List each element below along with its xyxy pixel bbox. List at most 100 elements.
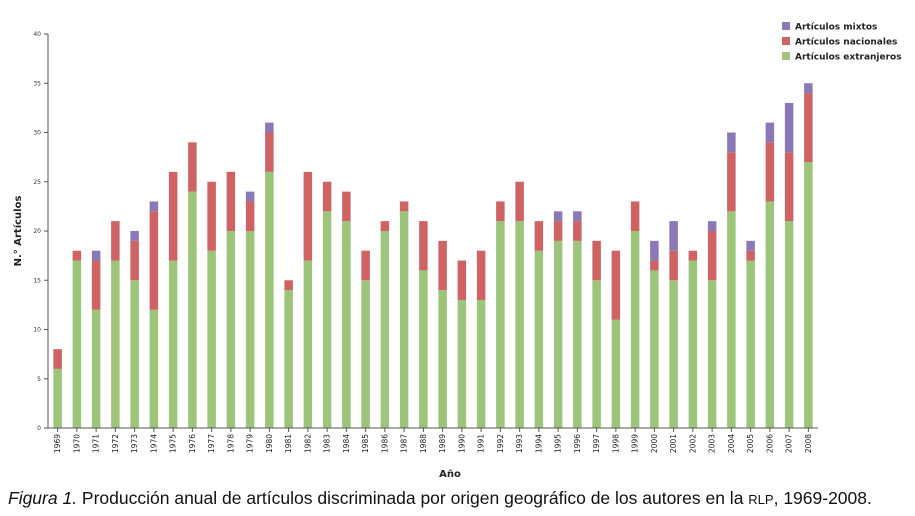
x-tick-label: 1982 bbox=[303, 434, 312, 453]
x-tick-label: 1987 bbox=[400, 434, 409, 453]
bar-segment-nacionales-2004 bbox=[727, 152, 736, 212]
bar-segment-nacionales-2003 bbox=[707, 231, 717, 281]
bar-segment-extranjeros-2004 bbox=[727, 211, 736, 428]
x-tick-label: 2000 bbox=[650, 434, 659, 453]
bar-segment-extranjeros-2002 bbox=[688, 260, 698, 428]
x-tick-label: 1973 bbox=[130, 434, 139, 453]
bar-segment-nacionales-1987 bbox=[399, 201, 409, 212]
caption-figure-label: Figura 1. bbox=[8, 488, 78, 508]
bar-segment-nacionales-1979 bbox=[245, 201, 255, 231]
bar-segment-mixtos-2007 bbox=[784, 102, 794, 153]
x-tick-label: 2006 bbox=[765, 434, 774, 453]
bar-segment-nacionales-1996 bbox=[573, 221, 582, 241]
bar-segment-extranjeros-1971 bbox=[91, 309, 101, 428]
bar-segment-extranjeros-1978 bbox=[226, 231, 236, 428]
bar-segment-mixtos-1995 bbox=[553, 211, 563, 222]
bar-segment-extranjeros-1977 bbox=[207, 250, 216, 428]
x-tick-label: 1999 bbox=[631, 434, 640, 453]
x-tick-label: 1980 bbox=[265, 434, 274, 453]
bar-segment-extranjeros-1999 bbox=[630, 231, 640, 428]
bar-segment-mixtos-1980 bbox=[265, 122, 274, 133]
x-tick-label: 1971 bbox=[92, 434, 101, 453]
x-tick-label: 2005 bbox=[746, 434, 755, 453]
bar-segment-mixtos-1979 bbox=[245, 191, 255, 202]
bar-segment-extranjeros-1986 bbox=[380, 231, 390, 428]
bars-layer bbox=[53, 83, 813, 429]
bar-segment-extranjeros-1983 bbox=[322, 211, 332, 428]
bar-segment-nacionales-1998 bbox=[611, 250, 621, 320]
y-ticks: 0 5 10 15 20 25 30 35 40 bbox=[33, 31, 48, 432]
bar-segment-nacionales-1985 bbox=[361, 250, 370, 281]
x-axis-title: Año bbox=[439, 469, 461, 480]
y-tick-label: 40 bbox=[33, 31, 41, 38]
legend-label: Artículos mixtos bbox=[795, 23, 877, 33]
bar-segment-extranjeros-1981 bbox=[284, 290, 293, 428]
y-tick-label: 25 bbox=[33, 179, 41, 186]
bar-segment-extranjeros-1994 bbox=[534, 250, 544, 428]
x-tick-label: 1996 bbox=[573, 434, 582, 453]
bar-segment-extranjeros-2008 bbox=[804, 162, 813, 429]
x-tick-label: 1991 bbox=[477, 434, 486, 453]
y-tick-label: 30 bbox=[33, 130, 41, 137]
x-tick-label: 2008 bbox=[804, 434, 813, 453]
bar-segment-extranjeros-1984 bbox=[342, 221, 351, 428]
bar-segment-extranjeros-1970 bbox=[72, 260, 82, 428]
legend-label: Artículos nacionales bbox=[795, 38, 897, 48]
x-tick-label: 2004 bbox=[727, 434, 736, 453]
y-tick-label: 10 bbox=[33, 327, 41, 334]
bar-segment-nacionales-1983 bbox=[322, 181, 332, 212]
caption-text-end: , 1969-2008. bbox=[773, 488, 872, 508]
x-tick-label: 1993 bbox=[515, 434, 524, 453]
bar-segment-nacionales-1990 bbox=[457, 260, 467, 300]
bar-segment-nacionales-1999 bbox=[630, 201, 640, 231]
bar-segment-nacionales-1972 bbox=[111, 221, 120, 261]
bar-segment-mixtos-2003 bbox=[707, 221, 717, 231]
bar-segment-nacionales-1986 bbox=[380, 221, 390, 231]
bar-segment-nacionales-1997 bbox=[592, 240, 601, 281]
x-tick-label: 1979 bbox=[246, 434, 255, 453]
x-tick-label: 1989 bbox=[438, 434, 447, 453]
bar-segment-mixtos-1996 bbox=[573, 211, 582, 222]
bar-segment-nacionales-1970 bbox=[72, 250, 82, 261]
bar-segment-extranjeros-1997 bbox=[592, 280, 601, 428]
bar-segment-nacionales-2000 bbox=[650, 260, 659, 271]
bar-segment-extranjeros-1987 bbox=[399, 211, 409, 428]
bar-segment-nacionales-1969 bbox=[53, 349, 62, 369]
x-tick-label: 1985 bbox=[361, 434, 370, 453]
bar-segment-extranjeros-1992 bbox=[496, 221, 505, 428]
bar-segment-extranjeros-1974 bbox=[149, 309, 159, 428]
bar-segment-extranjeros-1988 bbox=[419, 270, 428, 428]
bar-segment-extranjeros-1990 bbox=[457, 299, 467, 428]
bar-segment-extranjeros-1995 bbox=[553, 240, 563, 428]
x-tick-label: 2003 bbox=[708, 434, 717, 453]
x-tick-label: 1992 bbox=[496, 434, 505, 453]
x-tick-label: 1977 bbox=[207, 434, 216, 453]
x-tick-label: 1974 bbox=[149, 434, 158, 453]
x-tick-label: 1994 bbox=[534, 434, 543, 453]
bar-segment-extranjeros-1979 bbox=[245, 231, 255, 428]
caption-text: Producción anual de artículos discrimina… bbox=[77, 488, 749, 508]
bar-segment-nacionales-2005 bbox=[746, 250, 755, 261]
legend-label: Artículos extranjeros bbox=[795, 53, 902, 63]
bar-segment-extranjeros-1998 bbox=[611, 319, 621, 428]
legend: Artículos mixtos Artículos nacionales Artí… bbox=[782, 22, 902, 63]
x-tick-label: 1998 bbox=[611, 434, 620, 453]
x-tick-label: 1972 bbox=[111, 434, 120, 453]
bar-segment-extranjeros-2005 bbox=[746, 260, 755, 428]
bar-segment-nacionales-1989 bbox=[438, 240, 447, 291]
bar-segment-extranjeros-1991 bbox=[476, 299, 486, 428]
y-tick-label: 20 bbox=[33, 228, 41, 235]
bar-segment-nacionales-1991 bbox=[476, 250, 486, 300]
legend-swatch bbox=[782, 22, 790, 30]
x-tick-label: 1975 bbox=[169, 434, 178, 453]
bar-segment-nacionales-1984 bbox=[342, 191, 351, 222]
bar-segment-nacionales-1994 bbox=[534, 221, 544, 251]
bar-segment-nacionales-1976 bbox=[188, 142, 197, 192]
x-tick-label: 2001 bbox=[669, 434, 678, 453]
bar-segment-extranjeros-1989 bbox=[438, 290, 447, 428]
y-tick-label: 35 bbox=[33, 80, 41, 87]
x-ticks: 1969 1970 1971 1972 1973 1974 1975 1976 1977 1978… bbox=[53, 428, 813, 453]
bar-segment-nacionales-2008 bbox=[804, 93, 813, 163]
bar-segment-nacionales-1978 bbox=[226, 171, 236, 231]
bar-segment-nacionales-1973 bbox=[130, 240, 139, 281]
